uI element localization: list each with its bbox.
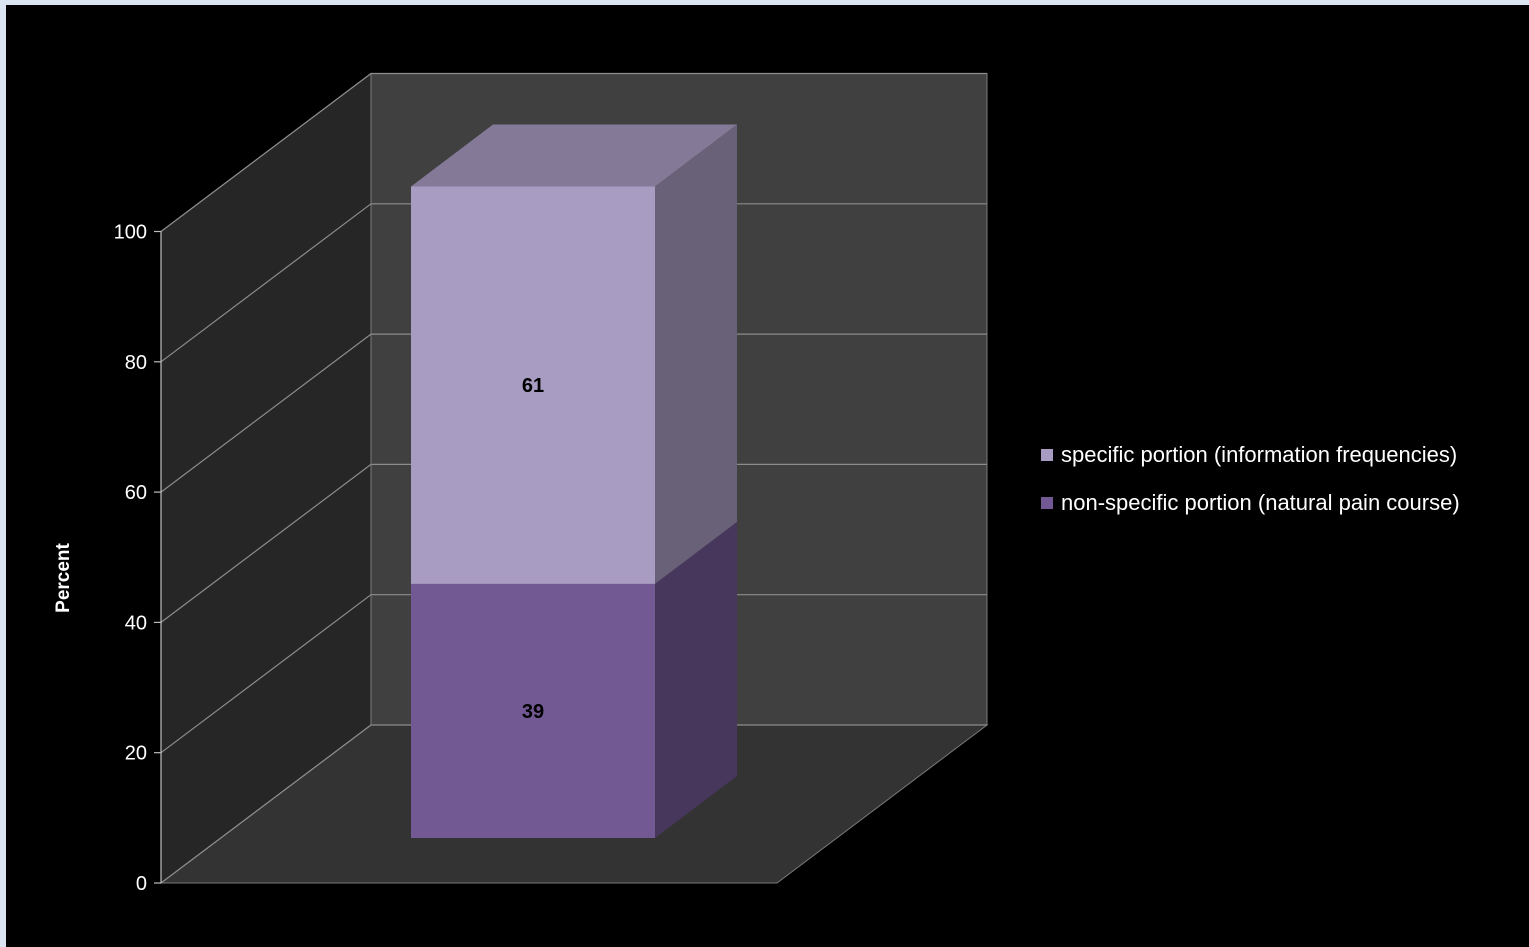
y-tick-label-40: 40: [125, 612, 147, 634]
y-tick-label-80: 80: [125, 352, 147, 374]
bar-top-specific: [411, 124, 737, 187]
gridline-20: [160, 594, 987, 754]
legend-item-non-specific: non-specific portion (natural pain cours…: [1041, 490, 1460, 515]
stacked-bar-chart: 39 61 0 20 40 60 80 100 Percent: [53, 72, 989, 895]
data-label-specific: 61: [522, 375, 544, 397]
bar-side-non-specific: [655, 521, 737, 838]
y-tick-label-20: 20: [125, 743, 147, 765]
legend: specific portion (information frequencie…: [1041, 442, 1460, 539]
gridline-100: [160, 72, 987, 232]
legend-swatch-non-specific: [1041, 497, 1053, 509]
y-tick-label-0: 0: [136, 873, 147, 895]
bars: 39 61: [411, 124, 737, 838]
data-label-non-specific: 39: [522, 701, 544, 723]
gridline-0: [160, 724, 987, 884]
gridline-60: [160, 333, 987, 493]
legend-item-specific: specific portion (information frequencie…: [1041, 442, 1460, 467]
bar-side-specific: [655, 124, 737, 584]
gridline-40: [160, 463, 987, 623]
legend-label-specific: specific portion (information frequencie…: [1061, 442, 1458, 467]
bar-segment-specific: [411, 186, 655, 584]
y-tick-label-100: 100: [114, 222, 147, 244]
chart-frame: 39 61 0 20 40 60 80 100 Percent specific porti…: [6, 5, 1529, 947]
y-tick-label-60: 60: [125, 482, 147, 504]
legend-label-non-specific: non-specific portion (natural pain cours…: [1061, 490, 1460, 515]
y-axis-ticks: 0 20 40 60 80 100: [114, 222, 162, 895]
y-axis-label: Percent: [53, 542, 74, 612]
gridlines: [160, 72, 987, 884]
legend-swatch-specific: [1041, 449, 1053, 461]
bar-segment-non-specific: [411, 583, 655, 838]
gridline-80: [160, 203, 987, 363]
